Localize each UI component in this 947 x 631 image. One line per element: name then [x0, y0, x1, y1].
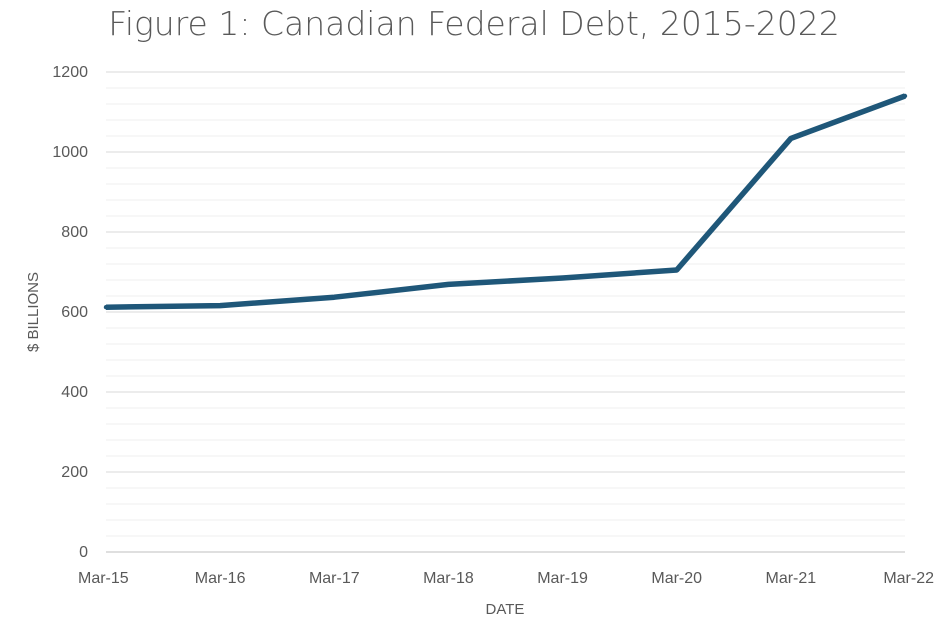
x-axis-label: DATE [486, 601, 525, 618]
data-point [788, 136, 794, 141]
x-tick-label: Mar-17 [309, 570, 360, 587]
x-tick-label: Mar-20 [651, 570, 702, 587]
data-point [902, 93, 908, 99]
data-point [332, 295, 337, 300]
x-axis-ticks: Mar-15 Mar-16 Mar-17 Mar-18 Mar-19 Mar-20 Mar-… [78, 570, 934, 587]
y-tick-label: 800 [61, 224, 88, 241]
chart-title: Figure 1: Canadian Federal Debt, 2015-20… [108, 4, 839, 43]
x-tick-label: Mar-18 [423, 570, 474, 587]
data-point [674, 267, 679, 273]
data-point [446, 282, 451, 287]
x-tick-label: Mar-22 [883, 570, 934, 587]
grid-lines [106, 71, 905, 537]
y-tick-label: 0 [79, 544, 88, 561]
x-tick-label: Mar-21 [766, 570, 817, 587]
x-tick-label: Mar-16 [195, 570, 246, 587]
data-point [217, 303, 223, 308]
x-tick-label: Mar-19 [537, 570, 588, 587]
data-point [560, 275, 565, 281]
y-tick-label: 600 [61, 304, 88, 321]
data-point [103, 305, 109, 310]
y-axis-label: $ BILLIONS [25, 272, 42, 352]
series-layer [103, 93, 908, 310]
y-tick-label: 1200 [52, 64, 88, 81]
x-tick-label: Mar-15 [78, 570, 129, 587]
y-tick-label: 400 [61, 384, 88, 401]
y-tick-label: 200 [61, 464, 88, 481]
y-axis-ticks: 0 200 400 600 800 1000 1200 [52, 64, 88, 561]
y-tick-label: 1000 [52, 144, 88, 161]
series-line [105, 93, 906, 310]
